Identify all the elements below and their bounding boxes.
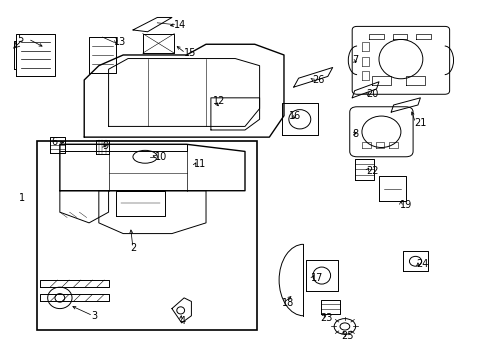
Text: 12: 12 <box>213 96 226 107</box>
Text: 7: 7 <box>352 55 359 65</box>
Text: 1: 1 <box>19 193 25 203</box>
Text: 5: 5 <box>17 34 24 44</box>
Text: 22: 22 <box>366 166 378 176</box>
Text: 21: 21 <box>415 118 427 128</box>
Text: 9: 9 <box>103 141 109 151</box>
Text: 24: 24 <box>416 259 429 269</box>
Text: 11: 11 <box>194 159 206 169</box>
Text: 19: 19 <box>400 200 412 210</box>
Text: 20: 20 <box>366 89 378 99</box>
Text: 18: 18 <box>282 298 294 308</box>
Text: 17: 17 <box>311 273 323 283</box>
Text: 25: 25 <box>342 332 354 342</box>
Text: 10: 10 <box>155 152 167 162</box>
Text: 13: 13 <box>115 37 127 48</box>
Text: 14: 14 <box>174 19 187 30</box>
Bar <box>37 141 257 330</box>
Text: 2: 2 <box>130 243 137 253</box>
Text: 23: 23 <box>320 312 333 323</box>
Text: 16: 16 <box>289 111 301 121</box>
Text: 6: 6 <box>51 138 57 148</box>
Text: 15: 15 <box>184 48 196 58</box>
Text: 4: 4 <box>179 316 185 326</box>
Text: 3: 3 <box>92 311 98 321</box>
Text: 8: 8 <box>352 129 358 139</box>
Text: 26: 26 <box>312 75 324 85</box>
